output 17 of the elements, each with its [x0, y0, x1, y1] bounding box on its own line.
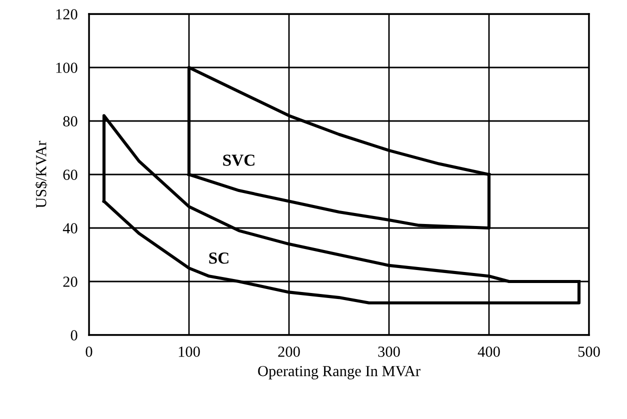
y-tick-label: 100 — [56, 62, 78, 73]
y-tick-label: 80 — [63, 116, 78, 126]
x-tick-label: 100 — [178, 346, 200, 357]
x-axis-title: Operating Range In MVAr — [258, 366, 420, 380]
x-tick-label: 200 — [278, 346, 300, 357]
y-tick-label: 120 — [56, 9, 78, 20]
y-tick-label: 0 — [70, 330, 78, 340]
y-tick-label: 20 — [63, 276, 78, 287]
x-tick-label: 400 — [478, 346, 500, 357]
x-tick-label: 500 — [578, 346, 600, 357]
annotation: SC — [209, 252, 228, 264]
y-tick-label: 60 — [63, 170, 78, 180]
y-tick-label: 40 — [62, 223, 78, 234]
x-tick-label: 300 — [378, 346, 400, 357]
annotation: SVC — [223, 154, 254, 166]
x-tick-label: 0 — [86, 346, 92, 357]
y-axis-title: US$/KVAr — [35, 140, 48, 208]
